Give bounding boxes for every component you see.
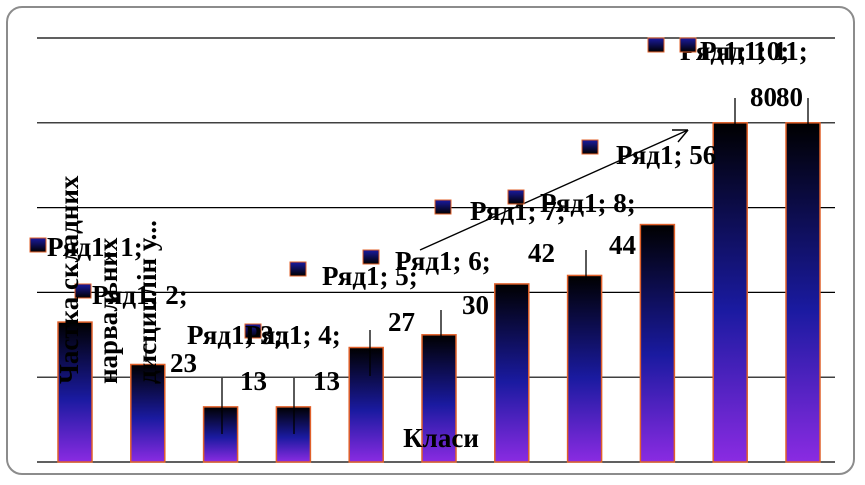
data-label-4: Ряд1; 4; [245, 320, 341, 350]
data-label-5: Ряд1; 5; [322, 261, 418, 291]
data-label-value-2: 23 [170, 348, 197, 378]
data-label-9: Ряд1; 56 [616, 140, 716, 170]
trend-arrow [419, 129, 689, 251]
data-label-8: Ряд1; 8; [540, 188, 636, 218]
data-label-key-2 [74, 283, 92, 299]
data-label-value-7: 42 [528, 238, 555, 268]
data-label-value-8: 44 [609, 230, 636, 260]
bar-9 [639, 223, 676, 463]
data-label-1: Ряд1; 1; [47, 232, 143, 262]
data-label-key-7 [434, 199, 452, 215]
data-label-10: Ряд1; 10; [680, 36, 789, 66]
data-label-6: Ряд1; 6; [395, 246, 491, 276]
data-label-key-10 [647, 37, 665, 53]
data-label-3: Ряд1; 3; [187, 320, 283, 350]
data-label-key-11 [679, 37, 697, 53]
gridlines [37, 37, 835, 463]
data-label-value-4: 13 [313, 366, 340, 396]
y-axis-label-line-2: нарвальних [93, 237, 123, 384]
data-label-key-5 [289, 261, 307, 277]
data-label-value-6: 30 [462, 290, 489, 320]
data-label-value-5: 27 [388, 307, 415, 337]
bar-11 [785, 122, 821, 463]
bar-6 [421, 334, 457, 463]
bar-1 [57, 321, 93, 463]
x-axis-label: Класи [403, 423, 479, 453]
data-label-key-6 [362, 249, 380, 265]
bar-5 [348, 346, 384, 463]
data-label-2: Ряд1; 2; [92, 280, 188, 310]
data-label-key-1 [29, 237, 47, 253]
trend-arrowhead [672, 129, 689, 143]
bar-2 [130, 363, 166, 463]
bar-10 [712, 122, 748, 463]
axis-labels: Класи [403, 423, 479, 453]
bar-8 [566, 274, 603, 463]
y-axis-label-group: Частка складних нарвальних дисциплін у... [54, 175, 162, 384]
trend-line [419, 129, 689, 251]
bar-7 [494, 283, 530, 463]
data-label-value-10: 80 [750, 82, 777, 112]
y-axis-label-line-3: дисциплін у... [132, 220, 162, 384]
data-label-value-11: 80 [776, 82, 803, 112]
y-axis-label-line-1: Частка складних [54, 175, 84, 384]
bars [57, 122, 821, 463]
data-label-value-3: 13 [240, 366, 267, 396]
bar-3 [202, 406, 239, 463]
data-label-11: Ряд1; 11; [700, 36, 808, 66]
data-label-key-8 [507, 189, 525, 205]
data-label-key-4 [244, 323, 262, 339]
data-label-key-9 [581, 139, 599, 155]
